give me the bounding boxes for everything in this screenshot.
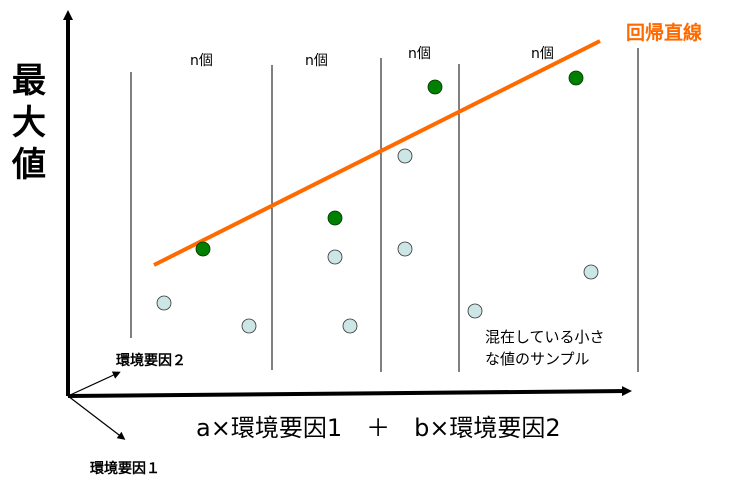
small-value-point bbox=[327, 249, 343, 265]
max-value-point bbox=[195, 241, 211, 257]
mixed-samples-note: 混在している小さ な値のサンプル bbox=[485, 326, 605, 370]
regression-line bbox=[153, 39, 601, 267]
small-value-point bbox=[583, 264, 599, 280]
bin-label: n個 bbox=[531, 46, 554, 62]
small-value-point bbox=[397, 148, 413, 164]
max-value-point bbox=[327, 210, 343, 226]
bin-label: n個 bbox=[305, 53, 328, 69]
bin-label: n個 bbox=[190, 53, 213, 69]
y-axis-label: 最 大 値 bbox=[12, 60, 46, 186]
small-value-point bbox=[397, 241, 413, 257]
x-axis-label: a×環境要因1 ＋ b×環境要因2 bbox=[196, 414, 561, 442]
note-line: 混在している小さ bbox=[485, 328, 605, 346]
y-axis-label-char: 値 bbox=[12, 145, 46, 185]
x-axis bbox=[67, 386, 632, 398]
small-value-point bbox=[156, 295, 172, 311]
bin-label: n個 bbox=[408, 46, 431, 62]
y-axis-label-char: 大 bbox=[12, 103, 46, 143]
env-factor-2-label: 環境要因２ bbox=[116, 353, 186, 369]
small-value-point bbox=[467, 303, 483, 319]
env-factor-2-axis bbox=[67, 371, 121, 397]
env-factor-1-axis bbox=[67, 395, 126, 440]
small-value-point bbox=[342, 318, 358, 334]
regression-line-label: 回帰直線 bbox=[626, 22, 703, 44]
small-value-point bbox=[241, 318, 257, 334]
max-value-point bbox=[427, 79, 443, 95]
max-value-point bbox=[568, 70, 584, 86]
env-factor-1-label: 環境要因１ bbox=[90, 461, 160, 477]
note-line: な値のサンプル bbox=[485, 350, 590, 368]
y-axis-label-char: 最 bbox=[12, 61, 46, 101]
